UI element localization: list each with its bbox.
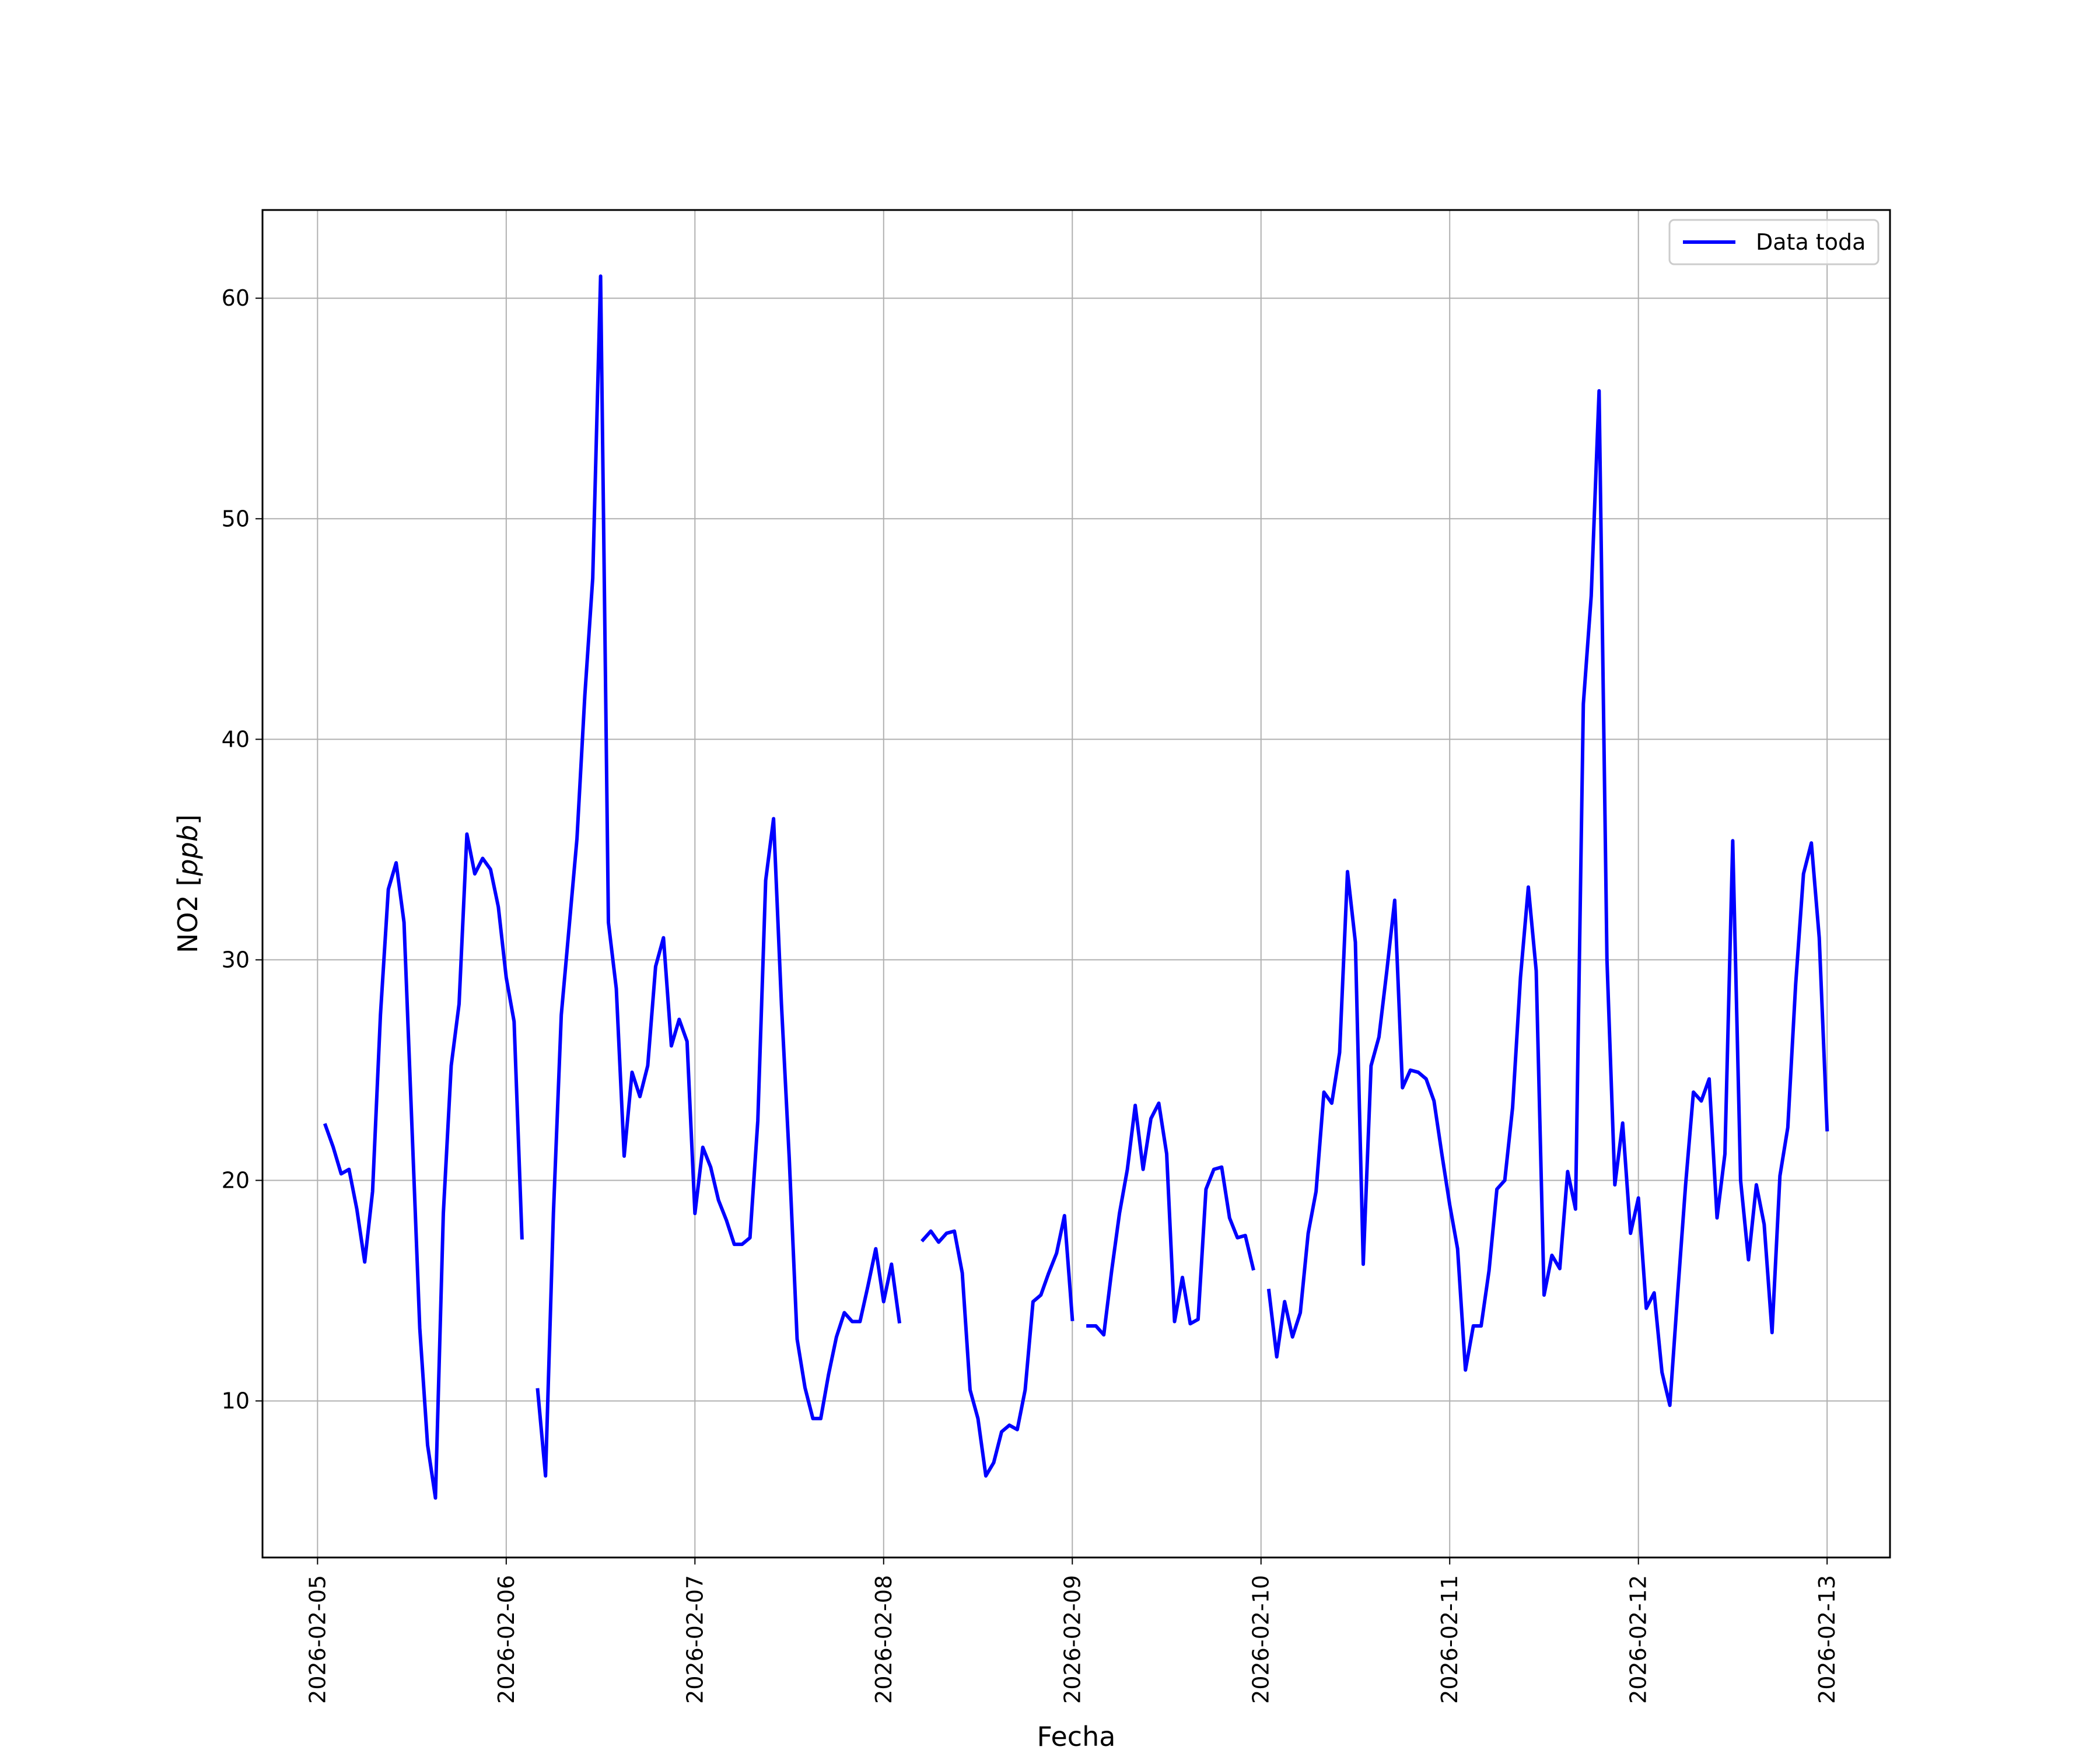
x-axis-label: Fecha: [1037, 1721, 1116, 1750]
ticks: [256, 298, 1828, 1564]
legend-box: [1668, 219, 1880, 265]
y-axis-label: NO2 [ppb]: [172, 814, 204, 953]
x-tick-label: 2026-02-13: [1814, 1575, 1840, 1704]
y-tick-label: 60: [222, 285, 250, 311]
series-layer: [323, 274, 1829, 1500]
y-tick-label: 10: [222, 1388, 250, 1414]
x-tick-label: 2026-02-06: [494, 1575, 519, 1704]
x-tick-label: 2026-02-12: [1626, 1575, 1651, 1704]
x-tick-label: 2026-02-09: [1059, 1575, 1085, 1704]
x-tick-label: 2026-02-07: [682, 1575, 708, 1704]
x-tick-label: 2026-02-11: [1437, 1575, 1462, 1704]
y-tick-label: 40: [222, 726, 250, 752]
tick-labels: 2026-02-05 2026-02-06 2026-02-07 2026-02-08…: [222, 285, 1840, 1704]
legend: Data toda: [1668, 219, 1880, 265]
series-line: [323, 274, 1829, 1500]
x-tick-label: 2026-02-10: [1248, 1575, 1274, 1704]
legend-label: Data toda: [1756, 229, 1866, 255]
grid: [262, 210, 1890, 1558]
x-tick-label: 2026-02-08: [871, 1575, 897, 1704]
y-tick-label: 20: [222, 1168, 250, 1194]
y-tick-label: 50: [222, 506, 250, 531]
y-tick-label: 30: [222, 947, 250, 972]
x-tick-label: 2026-02-05: [304, 1575, 330, 1704]
plot-frame: [261, 209, 1891, 1559]
